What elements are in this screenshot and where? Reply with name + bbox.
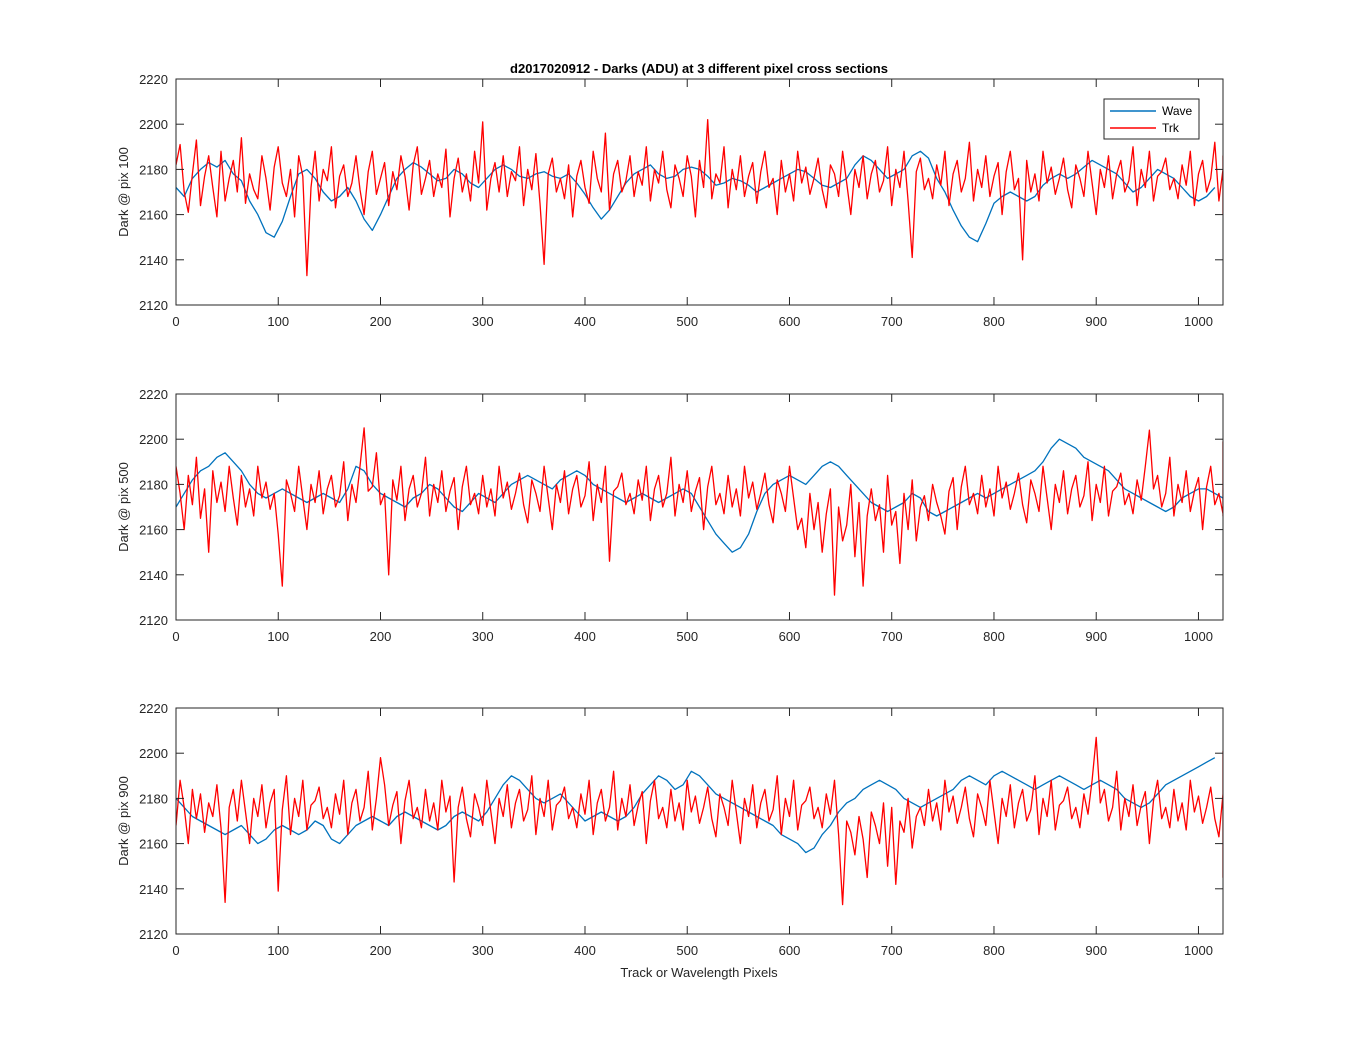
series-group <box>176 119 1223 277</box>
series-group <box>176 427 1223 596</box>
x-tick-label: 400 <box>574 943 596 958</box>
x-tick-label: 600 <box>779 943 801 958</box>
x-tick-label: 600 <box>779 629 801 644</box>
series-line-trk <box>176 119 1223 277</box>
x-tick-label: 200 <box>370 943 392 958</box>
x-tick-label: 900 <box>1085 943 1107 958</box>
subplot-1: 0 100 200 300 400 500 600 700 800 900 1000 2120 2140… <box>116 72 1224 329</box>
y-tick-label: 2220 <box>139 387 168 402</box>
x-tick-label: 400 <box>574 629 596 644</box>
y-tick-label: 2160 <box>139 837 168 852</box>
axes-frame <box>175 393 1224 621</box>
x-tick-label: 500 <box>676 314 698 329</box>
legend-label-trk: Trk <box>1162 121 1180 135</box>
subplot-3: 0 100 200 300 400 500 600 700 800 900 1000 2120 2140… <box>116 701 1224 958</box>
legend: Wave Trk <box>1103 98 1200 140</box>
x-tick-label: 800 <box>983 943 1005 958</box>
y-tick-label: 2220 <box>139 72 168 87</box>
x-tick-label: 100 <box>267 943 289 958</box>
x-tick-label: 0 <box>172 629 179 644</box>
x-tick-label: 0 <box>172 314 179 329</box>
x-tick-label: 400 <box>574 314 596 329</box>
y-axis-label: Dark @ pix 900 <box>116 776 131 866</box>
x-tick-label: 700 <box>881 314 903 329</box>
x-tick-label: 800 <box>983 314 1005 329</box>
series-line-wave <box>176 757 1216 854</box>
x-tick-label: 900 <box>1085 314 1107 329</box>
y-tick-label: 2160 <box>139 208 168 223</box>
x-tick-label: 300 <box>472 629 494 644</box>
y-tick-label: 2200 <box>139 117 168 132</box>
y-tick-label: 2140 <box>139 882 168 897</box>
x-tick-label: 200 <box>370 314 392 329</box>
y-tick-label: 2120 <box>139 927 168 942</box>
x-tick-label: 1000 <box>1184 943 1213 958</box>
x-tick-label: 800 <box>983 629 1005 644</box>
axes-frame <box>175 707 1224 935</box>
x-tick-label: 700 <box>881 629 903 644</box>
y-tick-label: 2200 <box>139 432 168 447</box>
x-tick-label: 1000 <box>1184 314 1213 329</box>
x-tick-label: 300 <box>472 943 494 958</box>
x-tick-label: 700 <box>881 943 903 958</box>
x-tick-label: 500 <box>676 943 698 958</box>
y-tick-label: 2140 <box>139 253 168 268</box>
y-tick-label: 2180 <box>139 477 168 492</box>
subplot-2: 0 100 200 300 400 500 600 700 800 900 1000 2120 2140… <box>116 387 1224 644</box>
y-tick-label: 2120 <box>139 613 168 628</box>
series-group <box>176 736 1223 906</box>
x-tick-label: 900 <box>1085 629 1107 644</box>
y-axis-label: Dark @ pix 500 <box>116 462 131 552</box>
y-tick-label: 2140 <box>139 568 168 583</box>
subplots: 0 100 200 300 400 500 600 700 800 900 100021202140… <box>116 72 1224 958</box>
plot-area <box>176 79 1223 305</box>
series-line-wave <box>176 150 1216 243</box>
legend-label-wave: Wave <box>1162 104 1193 118</box>
series-line-wave <box>176 438 1223 553</box>
legend-box <box>1103 98 1200 140</box>
x-tick-label: 500 <box>676 629 698 644</box>
x-tick-label: 300 <box>472 314 494 329</box>
y-tick-label: 2200 <box>139 746 168 761</box>
x-tick-label: 1000 <box>1184 629 1213 644</box>
y-axis-label: Dark @ pix 100 <box>116 147 131 237</box>
y-tick-label: 2180 <box>139 791 168 806</box>
series-line-trk <box>176 427 1223 596</box>
chart-title: d2017020912 - Darks (ADU) at 3 different… <box>510 61 888 76</box>
y-tick-label: 2180 <box>139 162 168 177</box>
y-tick-label: 2120 <box>139 298 168 313</box>
x-tick-label: 600 <box>779 314 801 329</box>
x-tick-label: 100 <box>267 314 289 329</box>
y-tick-label: 2220 <box>139 701 168 716</box>
x-axis-label: Track or Wavelength Pixels <box>620 965 778 980</box>
x-tick-label: 0 <box>172 943 179 958</box>
y-tick-label: 2160 <box>139 523 168 538</box>
axes-frame <box>175 78 1224 306</box>
x-tick-label: 100 <box>267 629 289 644</box>
x-tick-label: 200 <box>370 629 392 644</box>
series-line-trk <box>176 736 1223 906</box>
